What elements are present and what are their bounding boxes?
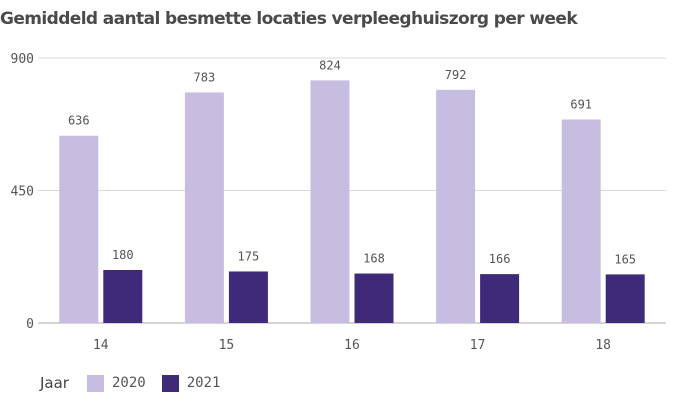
data-label-2020-14: 636 xyxy=(68,114,90,128)
legend-title: Jaar xyxy=(40,374,69,392)
bars xyxy=(59,80,645,324)
chart-title: Gemiddeld aantal besmette locaties verpl… xyxy=(0,9,578,29)
x-axis-ticks: 14 15 16 17 18 xyxy=(93,338,611,353)
data-labels: 636 180 783 175 824 168 792 166 691 165 xyxy=(68,58,636,266)
bar-2021-17 xyxy=(480,274,520,323)
x-tick-label: 16 xyxy=(344,338,360,353)
bar-2020-18 xyxy=(561,119,601,324)
data-label-2020-16: 824 xyxy=(319,58,341,72)
x-tick-label: 15 xyxy=(219,338,235,353)
legend-label-2021: 2021 xyxy=(186,375,221,391)
x-tick-label: 18 xyxy=(595,338,611,353)
x-tick-label: 17 xyxy=(470,338,486,353)
gridlines xyxy=(38,57,666,324)
bar-2020-17 xyxy=(436,89,476,323)
data-label-2020-17: 792 xyxy=(445,68,467,82)
bar-2021-18 xyxy=(605,274,645,323)
x-tick-label: 14 xyxy=(93,338,109,353)
legend-swatch-2021 xyxy=(161,374,179,392)
bar-chart: 900 450 0 636 180 783 175 824 168 792 166 691 165 1… xyxy=(11,52,666,353)
y-tick-label: 900 xyxy=(11,52,34,67)
data-label-2021-17: 166 xyxy=(489,252,511,266)
y-tick-label: 450 xyxy=(11,185,34,200)
data-label-2021-18: 165 xyxy=(614,252,636,266)
y-tick-label: 0 xyxy=(26,317,34,332)
bar-2020-14 xyxy=(59,135,99,323)
legend-item-2021[interactable]: 2021 xyxy=(161,374,221,392)
y-axis-ticks: 900 450 0 xyxy=(11,52,34,332)
bar-2020-15 xyxy=(184,92,224,323)
legend-label-2020: 2020 xyxy=(111,375,146,391)
bar-2020-16 xyxy=(310,80,350,323)
bar-2021-14 xyxy=(103,270,143,323)
legend-item-2020[interactable]: 2020 xyxy=(86,374,146,392)
legend-swatch-2020 xyxy=(86,374,104,392)
legend: Jaar 2020 2021 xyxy=(40,372,236,394)
data-label-2020-15: 783 xyxy=(194,70,216,84)
data-label-2020-18: 691 xyxy=(570,98,592,112)
data-label-2021-14: 180 xyxy=(112,248,134,262)
data-label-2021-15: 175 xyxy=(238,249,260,263)
data-label-2021-16: 168 xyxy=(363,252,385,266)
bar-2021-15 xyxy=(228,271,268,323)
bar-2021-16 xyxy=(354,273,394,323)
